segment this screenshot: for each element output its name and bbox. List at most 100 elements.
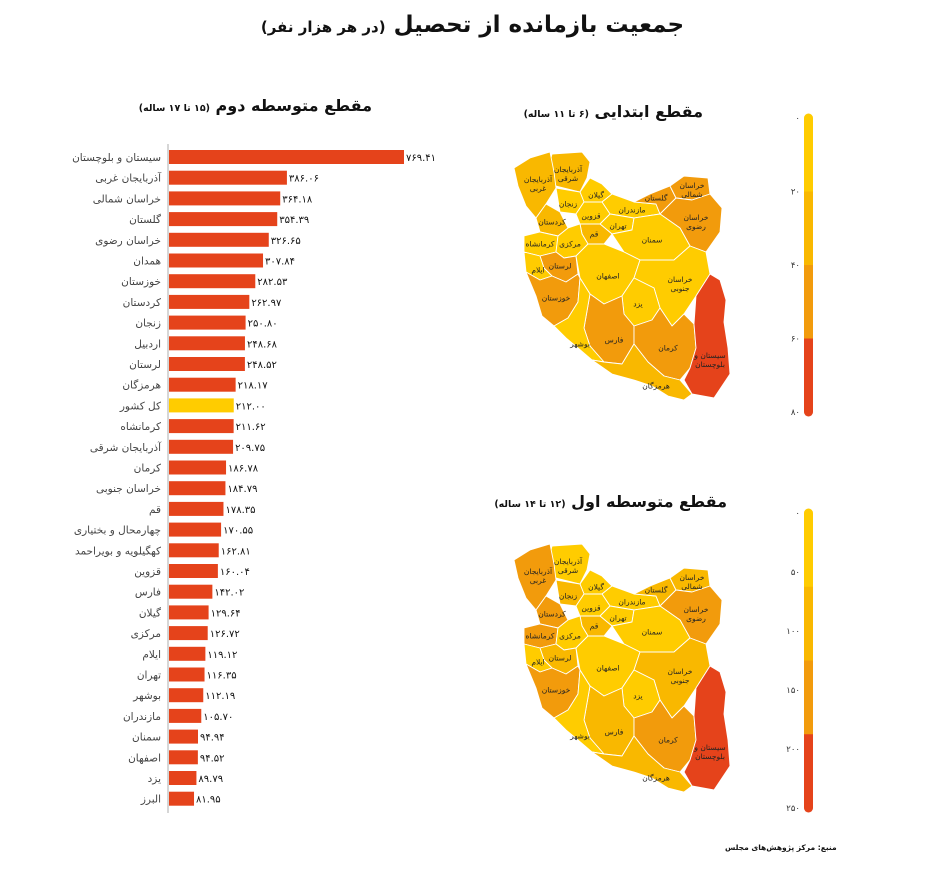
- bar-value-label: ۱۸۴.۷۹: [227, 484, 257, 495]
- legend-cap-bottom: [804, 803, 813, 813]
- province-region[interactable]: [683, 273, 731, 399]
- bar-value-label: ۲۵۰.۸۰: [248, 319, 278, 330]
- legend-tick-label: ۲۰: [791, 188, 800, 198]
- bar-category-label: گلستان: [129, 213, 161, 226]
- page-title: جمعیت بازمانده از تحصیل (در هر هزار نفر): [0, 12, 945, 38]
- bar-value-label: ۱۲۶.۷۲: [210, 629, 240, 640]
- bar-chart-title: مقطع متوسطه دوم (۱۵ تا ۱۷ ساله): [139, 96, 372, 115]
- bar-category-label: لرستان: [129, 359, 161, 371]
- province-label: مازندران: [618, 206, 645, 215]
- map-primary-subtitle: (۶ تا ۱۱ ساله): [523, 109, 589, 120]
- bar: [169, 543, 219, 558]
- province-label: خراسان شمالی: [680, 181, 705, 199]
- map-lower-title-text: مقطع متوسطه اول: [571, 492, 727, 511]
- legend-tick-label: ۶۰: [791, 335, 800, 345]
- page-title-text: جمعیت بازمانده از تحصیل: [393, 12, 685, 38]
- province-label: قزوین: [581, 604, 601, 613]
- bar-value-label: ۲۴۸.۶۸: [247, 339, 278, 350]
- bar: [169, 667, 205, 682]
- legend-tick-label: ۱۰۰: [786, 627, 800, 637]
- bar: [169, 150, 404, 164]
- bar: [169, 646, 206, 661]
- legend-tick-label: ۰: [795, 509, 800, 519]
- province-region[interactable]: [591, 735, 693, 793]
- bar: [169, 791, 195, 806]
- bar-category-label: بوشهر: [132, 690, 161, 702]
- province-label: خراسان شمالی: [680, 573, 705, 591]
- province-region[interactable]: [683, 665, 731, 791]
- province-label: ایلام: [531, 658, 544, 667]
- province-label: فارس: [605, 728, 624, 737]
- province-label: کرمان: [658, 736, 678, 745]
- map-lower-title: مقطع متوسطه اول (۱۲ تا ۱۴ ساله): [494, 492, 727, 511]
- legend-lower-secondary: ۰ ۵۰ ۱۰۰ ۱۵۰ ۲۰۰ ۲۵۰: [786, 508, 813, 814]
- bar-value-label: ۱۱۹.۱۲: [207, 650, 237, 661]
- bar-category-label: سمنان: [132, 732, 161, 744]
- legend-swatch: [804, 338, 813, 413]
- province-label: بوشهر: [569, 732, 590, 741]
- legend-swatch: [804, 586, 813, 661]
- bar-category-label: خوزستان: [121, 276, 161, 288]
- bar: [169, 336, 245, 351]
- province-label: بوشهر: [569, 340, 590, 349]
- bar-value-label: ۳۵۴.۳۹: [279, 215, 309, 226]
- bar-category-label: خراسان رضوی: [95, 235, 161, 247]
- page-title-unit: (در هر هزار نفر): [260, 18, 386, 36]
- bar-category-label: زنجان: [135, 318, 161, 330]
- bar-category-label: قزوین: [134, 566, 161, 578]
- province-label: خراسان جنوبی: [668, 275, 693, 293]
- bar: [169, 419, 234, 434]
- bar: [169, 253, 264, 268]
- bar: [169, 232, 269, 247]
- legend-tick-label: ۰: [795, 114, 800, 124]
- province-label: ایلام: [531, 266, 544, 275]
- bar: [169, 605, 209, 620]
- bar-category-label: آذربایجان شرقی: [90, 441, 162, 454]
- bar-value-label: ۲۱۲.۰۰: [236, 401, 266, 412]
- map-primary-title: مقطع ابتدایی (۶ تا ۱۱ ساله): [524, 102, 703, 121]
- bar: [169, 170, 287, 185]
- bar: [169, 377, 236, 392]
- source-note: منبع: مرکز پژوهش‌های مجلس: [725, 843, 837, 852]
- province-label: کرمانشاه: [525, 240, 554, 249]
- bar-value-label: ۱۲۹.۶۴: [211, 608, 241, 619]
- bar: [169, 481, 226, 496]
- bar-category-label: کرمان: [134, 463, 161, 475]
- province-label: زنجان: [559, 200, 578, 209]
- bar-value-label: ۹۴.۹۴: [200, 733, 225, 744]
- province-label: کردستان: [538, 610, 566, 619]
- bar-chart: سیستان و بلوچستان ۷۶۹.۴۱ آذربایجان غربی ۳۸۶…: [72, 144, 436, 813]
- province-label: لرستان: [549, 654, 572, 663]
- bar-category-label: خراسان جنوبی: [96, 483, 161, 495]
- province-label: زنجان: [559, 592, 578, 601]
- bar: [169, 315, 246, 330]
- bar-value-label: ۲۱۸.۱۷: [238, 381, 269, 392]
- legend-cap-top: [804, 113, 813, 123]
- province-label: قم: [590, 230, 599, 239]
- bar-value-label: ۱۰۵.۷۰: [203, 712, 233, 723]
- bar-chart-title-text: مقطع متوسطه دوم: [215, 96, 372, 115]
- bar-category-label: البرز: [140, 794, 161, 806]
- bar-value-label: ۸۱.۹۵: [196, 795, 221, 806]
- bar: [169, 688, 204, 703]
- province-region[interactable]: [591, 343, 693, 401]
- bar: [169, 212, 278, 227]
- bar-category-label: گیلان: [139, 606, 161, 619]
- province-label: سمنان: [642, 236, 663, 245]
- bar-value-label: ۱۶۰.۰۴: [220, 567, 250, 578]
- province-label: آذربایجان غربی: [524, 174, 553, 193]
- province-label: آذربایجان شرقی: [554, 556, 583, 575]
- bar-value-label: ۱۷۰.۵۵: [223, 526, 253, 537]
- province-label: مرکزی: [559, 240, 581, 249]
- bar-value-label: ۲۶۲.۹۷: [251, 298, 282, 309]
- bar-value-label: ۱۴۲.۰۲: [214, 588, 244, 599]
- bar-category-label: ایلام: [142, 649, 161, 661]
- legend-tick-label: ۱۵۰: [786, 686, 800, 696]
- bar-value-label: ۱۱۲.۱۹: [205, 691, 235, 702]
- province-region[interactable]: [553, 277, 605, 363]
- bar-value-label: ۹۴.۵۲: [200, 753, 225, 764]
- bar-category-label: یزد: [148, 773, 161, 785]
- province-region[interactable]: [553, 669, 605, 755]
